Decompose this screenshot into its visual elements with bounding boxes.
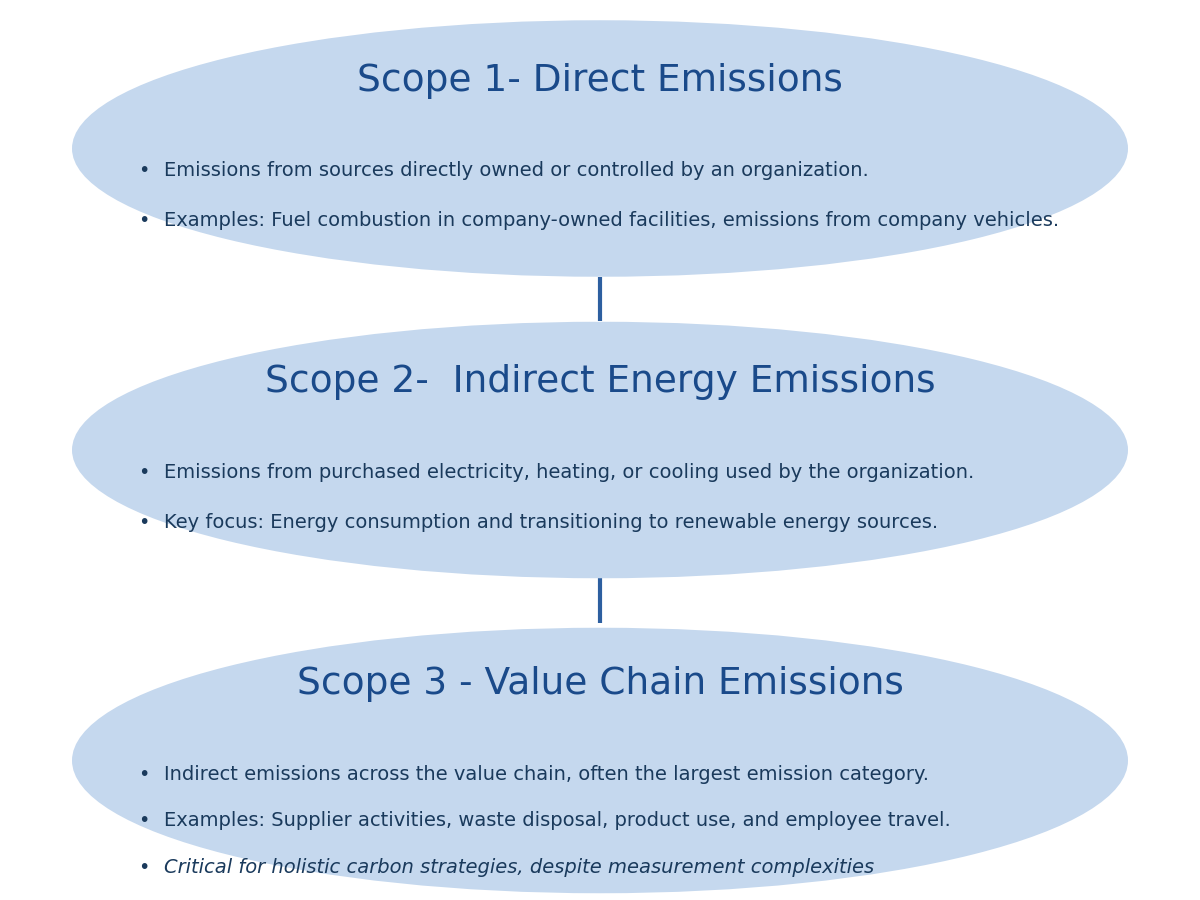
Ellipse shape [72, 322, 1128, 579]
Text: •: • [138, 811, 149, 831]
Text: Indirect emissions across the value chain, often the largest emission category.: Indirect emissions across the value chai… [164, 764, 930, 784]
Ellipse shape [72, 628, 1128, 893]
Text: Examples: Fuel combustion in company-owned facilities, emissions from company ve: Examples: Fuel combustion in company-own… [164, 211, 1060, 230]
Text: Key focus: Energy consumption and transitioning to renewable energy sources.: Key focus: Energy consumption and transi… [164, 512, 938, 532]
Text: Emissions from sources directly owned or controlled by an organization.: Emissions from sources directly owned or… [164, 161, 869, 181]
Text: •: • [138, 512, 149, 532]
Text: •: • [138, 211, 149, 230]
Text: Emissions from purchased electricity, heating, or cooling used by the organizati: Emissions from purchased electricity, he… [164, 463, 974, 482]
Text: Scope 2-  Indirect Energy Emissions: Scope 2- Indirect Energy Emissions [265, 364, 935, 400]
Ellipse shape [72, 20, 1128, 277]
Text: •: • [138, 161, 149, 181]
Text: Critical for holistic carbon strategies, despite measurement complexities: Critical for holistic carbon strategies,… [164, 858, 875, 878]
Text: Scope 1- Direct Emissions: Scope 1- Direct Emissions [358, 63, 842, 99]
Text: •: • [138, 463, 149, 482]
Text: •: • [138, 858, 149, 878]
Text: •: • [138, 764, 149, 784]
Text: Scope 3 - Value Chain Emissions: Scope 3 - Value Chain Emissions [296, 666, 904, 702]
Text: Examples: Supplier activities, waste disposal, product use, and employee travel.: Examples: Supplier activities, waste dis… [164, 811, 952, 831]
